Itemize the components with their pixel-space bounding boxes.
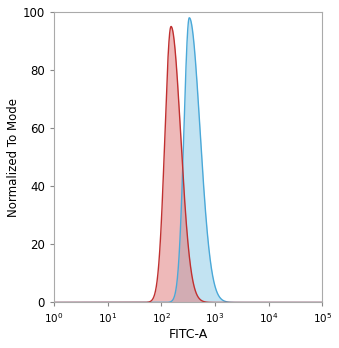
X-axis label: FITC-A: FITC-A xyxy=(168,328,208,341)
Y-axis label: Normalized To Mode: Normalized To Mode xyxy=(7,98,20,217)
